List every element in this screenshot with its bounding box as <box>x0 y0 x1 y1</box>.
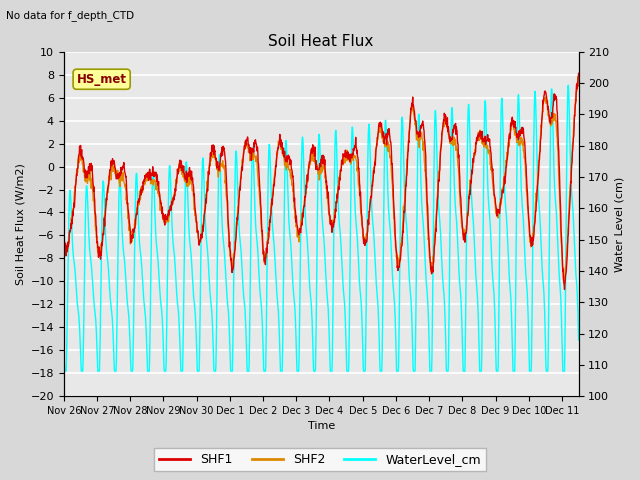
Y-axis label: Soil Heat Flux (W/m2): Soil Heat Flux (W/m2) <box>15 163 25 285</box>
Text: No data for f_depth_CTD: No data for f_depth_CTD <box>6 10 134 21</box>
Legend: SHF1, SHF2, WaterLevel_cm: SHF1, SHF2, WaterLevel_cm <box>154 448 486 471</box>
Y-axis label: Water Level (cm): Water Level (cm) <box>615 176 625 272</box>
X-axis label: Time: Time <box>308 421 335 432</box>
Title: Soil Heat Flux: Soil Heat Flux <box>269 34 374 49</box>
Text: HS_met: HS_met <box>77 73 127 86</box>
